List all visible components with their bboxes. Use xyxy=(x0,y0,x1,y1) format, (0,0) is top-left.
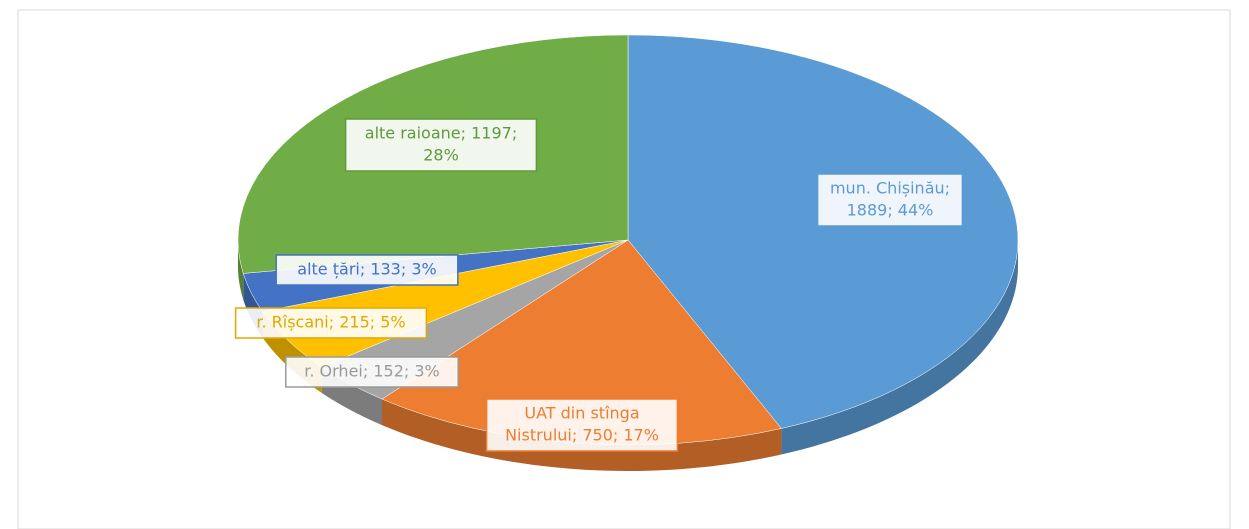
label-box xyxy=(816,173,964,227)
data-label: UAT din stînga xyxy=(524,404,639,423)
label-box xyxy=(234,307,428,339)
label-box xyxy=(275,254,459,286)
data-label: alte țări; 133; 3% xyxy=(297,260,436,279)
pie-slice xyxy=(627,34,1019,429)
label-box xyxy=(485,398,679,452)
data-label: r. Rîșcani; 215; 5% xyxy=(256,313,405,332)
pie-side xyxy=(238,240,244,300)
data-labels: mun. Chișinău; 1889; 44% UAT din stînga Nis… xyxy=(234,118,964,452)
data-label: 1889; 44% xyxy=(847,201,934,220)
data-label: alte raioane; 1197; xyxy=(365,124,517,143)
data-label: 28% xyxy=(423,146,459,165)
pie-side xyxy=(382,399,782,471)
data-label: r. Orhei; 152; 3% xyxy=(304,362,439,381)
label-box xyxy=(344,118,538,172)
data-label: mun. Chișinău; xyxy=(830,179,950,198)
data-label: Nistrului; 750; 17% xyxy=(505,426,659,445)
label-box xyxy=(285,356,459,388)
pie-side xyxy=(781,240,1018,455)
